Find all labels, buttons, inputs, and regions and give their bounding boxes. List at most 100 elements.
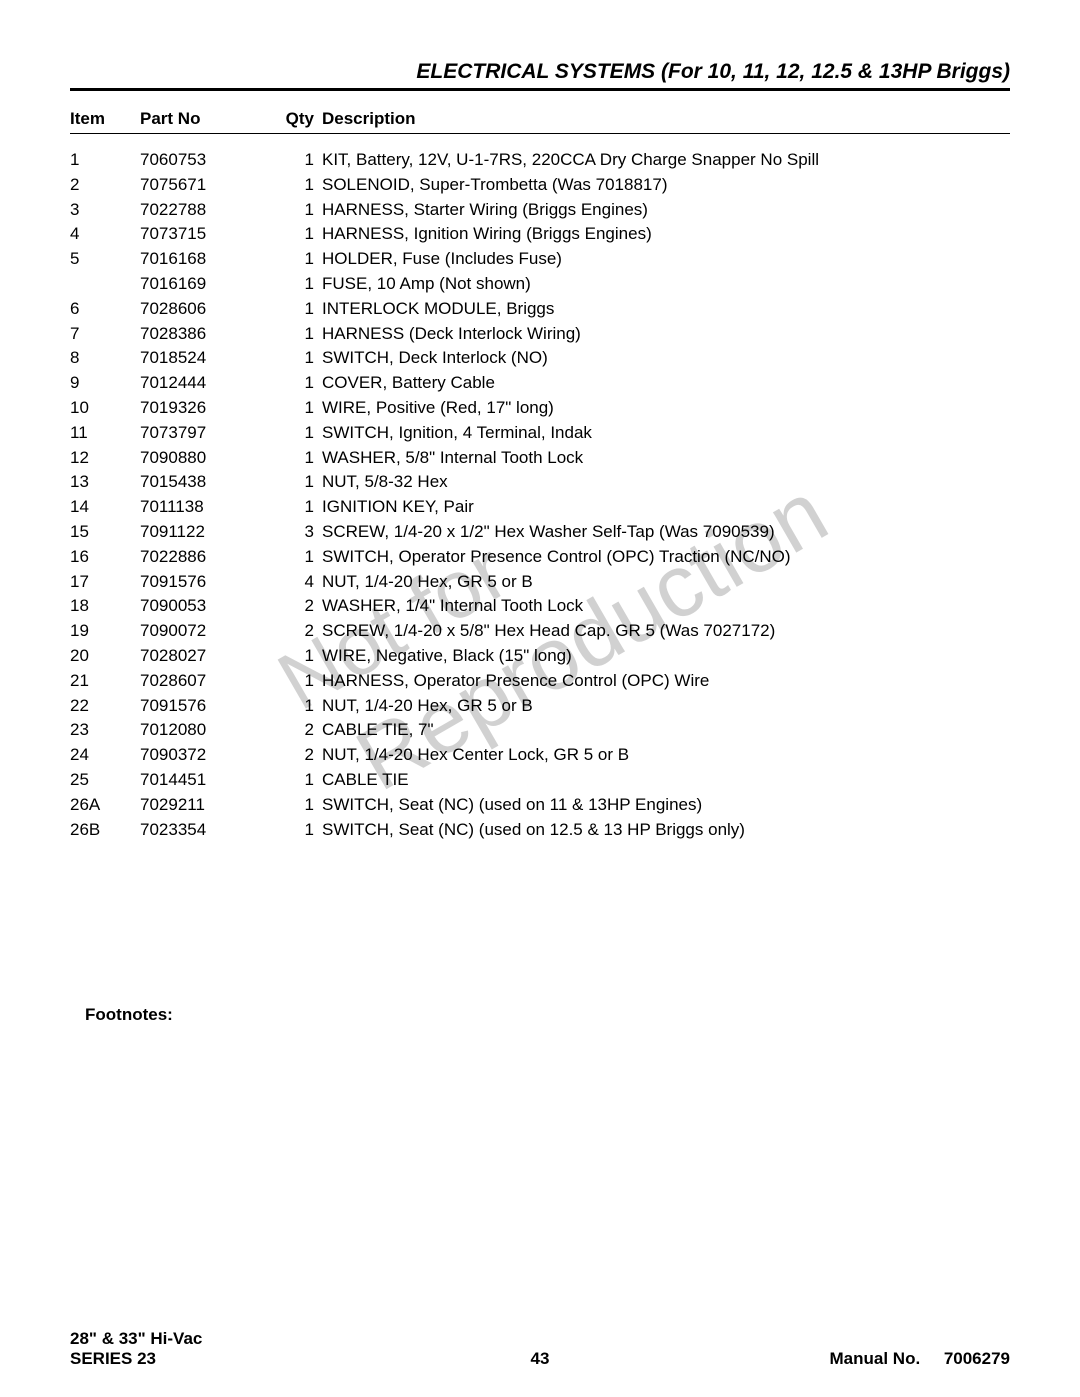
table-row: 1770915764NUT, 1/4-20 Hex, GR 5 or B [70, 570, 1010, 594]
cell-item: 1 [70, 148, 140, 172]
cell-partno: 7012080 [140, 718, 280, 742]
header-partno: Part No [140, 109, 280, 129]
table-row: 570161681HOLDER, Fuse (Includes Fuse) [70, 247, 1010, 271]
cell-item: 7 [70, 322, 140, 346]
cell-partno: 7016168 [140, 247, 280, 271]
cell-desc: SOLENOID, Super-Trombetta (Was 7018817) [322, 173, 1010, 197]
cell-desc: SCREW, 1/4-20 x 1/2" Hex Washer Self-Tap… [322, 520, 1010, 544]
table-row: 1070193261WIRE, Positive (Red, 17" long) [70, 396, 1010, 420]
header-desc: Description [322, 109, 1010, 129]
table-row: 670286061INTERLOCK MODULE, Briggs [70, 297, 1010, 321]
cell-qty: 1 [280, 421, 322, 445]
cell-partno: 7091576 [140, 570, 280, 594]
table-row: 1470111381IGNITION KEY, Pair [70, 495, 1010, 519]
cell-item: 20 [70, 644, 140, 668]
cell-desc: WIRE, Positive (Red, 17" long) [322, 396, 1010, 420]
cell-partno: 7022886 [140, 545, 280, 569]
footer-page: 43 [531, 1349, 550, 1369]
cell-partno: 7073797 [140, 421, 280, 445]
cell-partno: 7090072 [140, 619, 280, 643]
table-row: 1970900722SCREW, 1/4-20 x 5/8" Hex Head … [70, 619, 1010, 643]
cell-desc: CABLE TIE [322, 768, 1010, 792]
cell-desc: HARNESS, Ignition Wiring (Briggs Engines… [322, 222, 1010, 246]
cell-qty: 3 [280, 520, 322, 544]
cell-desc: FUSE, 10 Amp (Not shown) [322, 272, 1010, 296]
cell-qty: 1 [280, 396, 322, 420]
cell-item: 2 [70, 173, 140, 197]
cell-partno: 7023354 [140, 818, 280, 842]
table-row: 2270915761NUT, 1/4-20 Hex, GR 5 or B [70, 694, 1010, 718]
table-row: 2070280271WIRE, Negative, Black (15" lon… [70, 644, 1010, 668]
table-row: 1570911223SCREW, 1/4-20 x 1/2" Hex Washe… [70, 520, 1010, 544]
cell-desc: KIT, Battery, 12V, U-1-7RS, 220CCA Dry C… [322, 148, 1010, 172]
cell-item: 11 [70, 421, 140, 445]
cell-partno: 7091576 [140, 694, 280, 718]
page-title: ELECTRICAL SYSTEMS (For 10, 11, 12, 12.5… [70, 60, 1010, 91]
cell-qty: 1 [280, 446, 322, 470]
cell-desc: WIRE, Negative, Black (15" long) [322, 644, 1010, 668]
table-row: 26A70292111SWITCH, Seat (NC) (used on 11… [70, 793, 1010, 817]
cell-partno: 7075671 [140, 173, 280, 197]
cell-qty: 1 [280, 173, 322, 197]
cell-item: 5 [70, 247, 140, 271]
table-row: 26B70233541SWITCH, Seat (NC) (used on 12… [70, 818, 1010, 842]
footer-right: Manual No. 7006279 [830, 1349, 1010, 1369]
footer-manual-label: Manual No. [830, 1349, 921, 1368]
cell-partno: 7090880 [140, 446, 280, 470]
cell-desc: COVER, Battery Cable [322, 371, 1010, 395]
cell-partno: 7016169 [140, 272, 280, 296]
cell-item: 3 [70, 198, 140, 222]
cell-item: 8 [70, 346, 140, 370]
cell-partno: 7014451 [140, 768, 280, 792]
table-row: 770283861HARNESS (Deck Interlock Wiring) [70, 322, 1010, 346]
cell-item: 9 [70, 371, 140, 395]
cell-item: 4 [70, 222, 140, 246]
cell-desc: SWITCH, Operator Presence Control (OPC) … [322, 545, 1010, 569]
cell-item: 25 [70, 768, 140, 792]
cell-item: 12 [70, 446, 140, 470]
cell-item: 26A [70, 793, 140, 817]
footnotes-label: Footnotes: [85, 1005, 173, 1025]
cell-desc: SWITCH, Ignition, 4 Terminal, Indak [322, 421, 1010, 445]
cell-item: 22 [70, 694, 140, 718]
header-item: Item [70, 109, 140, 129]
cell-qty: 1 [280, 694, 322, 718]
cell-desc: HARNESS, Operator Presence Control (OPC)… [322, 669, 1010, 693]
cell-item: 18 [70, 594, 140, 618]
cell-desc: INTERLOCK MODULE, Briggs [322, 297, 1010, 321]
cell-partno: 7015438 [140, 470, 280, 494]
table-row: 870185241SWITCH, Deck Interlock (NO) [70, 346, 1010, 370]
cell-qty: 1 [280, 148, 322, 172]
table-row: 2370120802CABLE TIE, 7" [70, 718, 1010, 742]
footer-left: 28" & 33" Hi-Vac SERIES 23 [70, 1329, 202, 1369]
footer-series: SERIES 23 [70, 1349, 202, 1369]
cell-qty: 1 [280, 545, 322, 569]
cell-qty: 1 [280, 247, 322, 271]
footer: 28" & 33" Hi-Vac SERIES 23 43 Manual No.… [70, 1329, 1010, 1369]
table-body: 170607531KIT, Battery, 12V, U-1-7RS, 220… [70, 148, 1010, 841]
cell-desc: CABLE TIE, 7" [322, 718, 1010, 742]
cell-item: 10 [70, 396, 140, 420]
table-row: 2570144511CABLE TIE [70, 768, 1010, 792]
cell-partno: 7090372 [140, 743, 280, 767]
cell-partno: 7028386 [140, 322, 280, 346]
header-qty: Qty [280, 109, 322, 129]
cell-item: 17 [70, 570, 140, 594]
cell-qty: 1 [280, 470, 322, 494]
cell-partno: 7018524 [140, 346, 280, 370]
cell-qty: 1 [280, 495, 322, 519]
table-header: Item Part No Qty Description [70, 109, 1010, 134]
cell-item [70, 272, 140, 296]
cell-qty: 2 [280, 619, 322, 643]
cell-partno: 7028027 [140, 644, 280, 668]
cell-item: 6 [70, 297, 140, 321]
cell-partno: 7011138 [140, 495, 280, 519]
cell-item: 16 [70, 545, 140, 569]
table-row: 2470903722NUT, 1/4-20 Hex Center Lock, G… [70, 743, 1010, 767]
table-row: 470737151HARNESS, Ignition Wiring (Brigg… [70, 222, 1010, 246]
cell-desc: HOLDER, Fuse (Includes Fuse) [322, 247, 1010, 271]
cell-item: 24 [70, 743, 140, 767]
cell-qty: 1 [280, 222, 322, 246]
table-row: 1270908801WASHER, 5/8" Internal Tooth Lo… [70, 446, 1010, 470]
cell-qty: 2 [280, 718, 322, 742]
